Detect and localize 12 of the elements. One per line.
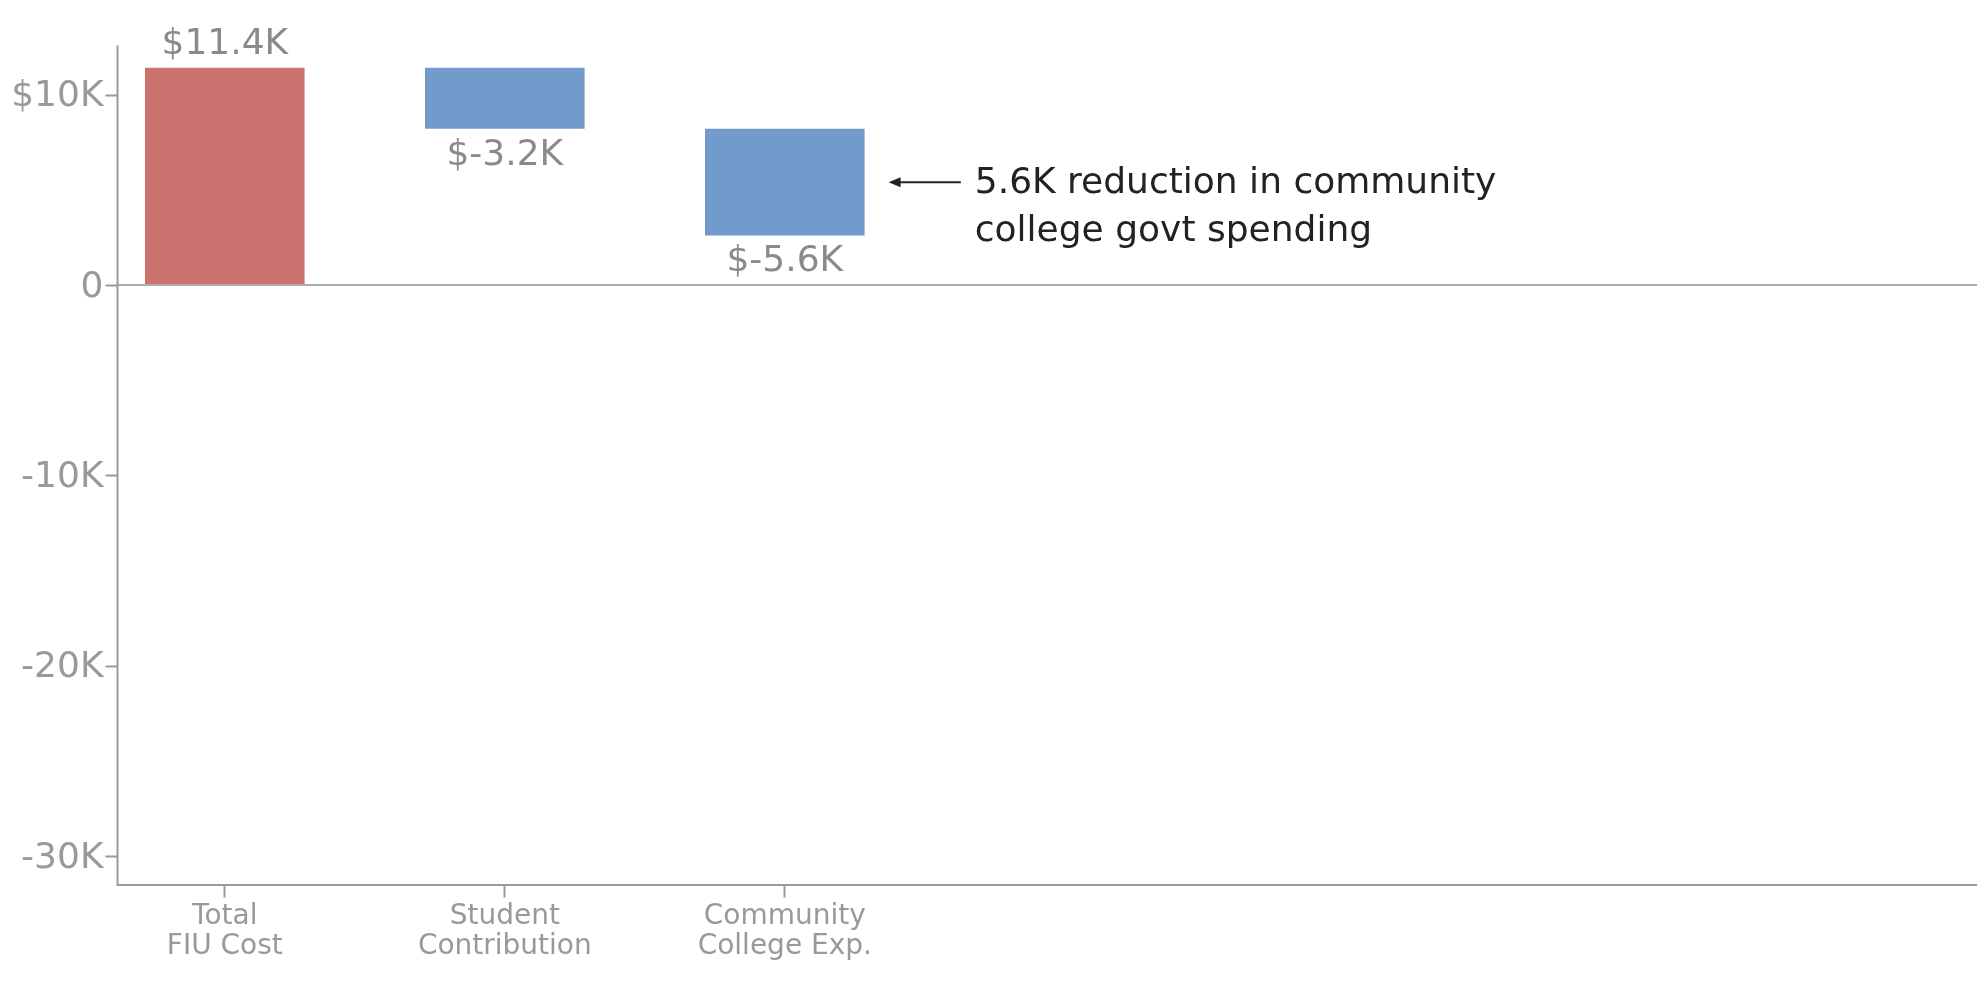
y-tick-label: $10K	[11, 73, 105, 115]
x-tick-label: Student Contribution	[417, 897, 592, 961]
x-tick-label: Community College Exp.	[697, 897, 872, 961]
y-tick-label: -20K	[21, 644, 105, 686]
text: 5.6K reduction in community college govt spending	[974, 160, 1497, 250]
data-label: $-5.6K	[726, 238, 845, 280]
data-label: $-3.2K	[446, 131, 565, 173]
y-tick-label: 0	[80, 263, 104, 305]
y-tick-label: -30K	[21, 834, 105, 876]
x-tick-label: Total FIU Cost	[166, 897, 283, 961]
data-label: $11.4K	[161, 20, 290, 62]
y-tick-label: -10K	[21, 453, 105, 495]
